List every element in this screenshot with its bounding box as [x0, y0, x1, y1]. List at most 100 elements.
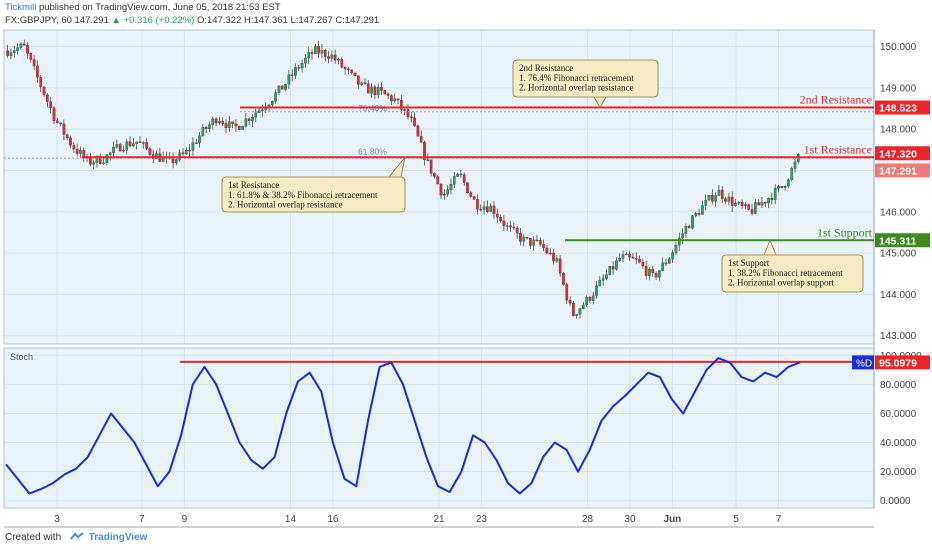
candle-body: [449, 184, 453, 190]
candle-body: [538, 240, 542, 245]
candle-body: [509, 225, 512, 228]
annotation-1st-resistance-line: 1. 61.8% & 38.2% Fibonacci retracement: [228, 190, 378, 200]
candle-body: [763, 201, 767, 204]
candle-body: [26, 45, 29, 54]
candle-body: [98, 155, 102, 164]
candle-body: [436, 176, 440, 185]
time-tick-label: 7: [139, 514, 145, 525]
candle-body: [767, 197, 770, 204]
candle-body: [601, 278, 605, 281]
candlestick-series: [6, 39, 800, 319]
candle-body: [486, 206, 489, 212]
candle-body: [138, 141, 142, 143]
candle-body: [122, 149, 125, 152]
candle-body: [462, 174, 466, 183]
candle-body: [32, 59, 36, 67]
candle-body: [46, 94, 49, 102]
candle-body: [628, 253, 631, 258]
candle-body: [611, 266, 615, 270]
candle-body: [112, 147, 115, 153]
candle-body: [783, 185, 787, 188]
annotation-2nd-resistance-line: 2. Horizontal overlap resistance: [519, 83, 633, 93]
candle-body: [581, 304, 585, 309]
candle-body: [363, 82, 367, 84]
candle-body: [519, 233, 522, 242]
candle-body: [231, 121, 234, 124]
candle-body: [413, 117, 416, 126]
candle-body: [644, 265, 648, 276]
candle-body: [201, 126, 205, 136]
candle-body: [671, 252, 674, 260]
candle-body: [423, 142, 426, 160]
candle-body: [148, 148, 152, 155]
candle-body: [234, 123, 238, 127]
candle-body: [482, 206, 486, 210]
candle-body: [608, 266, 612, 275]
candle-body: [661, 262, 665, 271]
annotation-1st-support-box: [721, 254, 864, 293]
candle-body: [651, 269, 655, 274]
candle-body: [634, 258, 638, 260]
time-tick-label: 3: [54, 514, 60, 525]
candle-body: [221, 121, 225, 124]
candle-body: [409, 116, 413, 119]
stoch-value-tag: 95.0979: [879, 357, 917, 369]
candle-body: [284, 84, 287, 90]
candle-body: [459, 173, 463, 176]
stoch-title: Stoch: [10, 352, 33, 362]
candle-body: [42, 86, 46, 96]
symbol-line: FX:GBPJPY, 60 147.291 ▲ +0.316 (+0.22%) …: [5, 15, 379, 26]
candle-body: [419, 135, 423, 143]
candle-body: [92, 162, 95, 165]
candle-body: [426, 159, 430, 161]
candle-body: [297, 67, 301, 69]
fib-61-label: 61.80%: [358, 146, 387, 156]
candle-body: [744, 204, 747, 206]
chart-header: Tickmill published on TradingView.com, J…: [0, 0, 932, 30]
candle-body: [59, 122, 62, 124]
candle-body: [115, 144, 119, 148]
candle-body: [178, 152, 181, 160]
candle-body: [386, 93, 390, 96]
candle-body: [770, 197, 774, 201]
tradingview-brand[interactable]: TradingView: [88, 532, 148, 543]
candle-body: [323, 50, 327, 57]
price-tick-label: 150.000: [880, 42, 917, 53]
candle-body: [591, 295, 595, 301]
support-1-tag: 145.311: [879, 235, 917, 247]
candle-body: [684, 226, 688, 234]
candle-body: [9, 52, 13, 56]
time-tick-label: 30: [624, 514, 636, 525]
candle-body: [184, 150, 188, 154]
candle-body: [502, 220, 506, 226]
candle-body: [75, 148, 79, 154]
candle-body: [793, 161, 797, 169]
candle-body: [720, 189, 724, 199]
resistance-1-tag-bg: [875, 146, 930, 161]
candle-body: [16, 47, 19, 51]
annotation-2nd-resistance-title: 2nd Resistance: [519, 63, 573, 73]
candle-body: [654, 272, 658, 278]
candle-body: [6, 50, 9, 56]
candle-body: [605, 274, 608, 279]
publisher-name[interactable]: Tickmill: [5, 2, 37, 13]
candle-body: [261, 109, 264, 111]
annotation-2nd-resistance-line: 1. 76.4% Fibonacci retracement: [519, 73, 634, 83]
candle-body: [697, 213, 701, 215]
candle-body: [588, 296, 592, 301]
price-change: +0.316 (+0.22%): [123, 15, 195, 26]
candle-body: [65, 134, 69, 139]
symbol-label: FX:GBPJPY, 60: [5, 15, 72, 26]
candle-body: [439, 183, 443, 196]
candle-body: [254, 112, 258, 118]
candle-body: [357, 75, 360, 85]
candle-body: [340, 59, 344, 68]
candle-body: [621, 254, 625, 259]
candle-body: [141, 142, 145, 144]
candle-body: [754, 202, 757, 214]
tradingview-logo-icon: [70, 532, 84, 540]
stoch-tick-label: 0.0000: [880, 496, 911, 507]
candle-body: [380, 86, 383, 91]
stoch-tick-label: 20.0000: [880, 467, 917, 478]
